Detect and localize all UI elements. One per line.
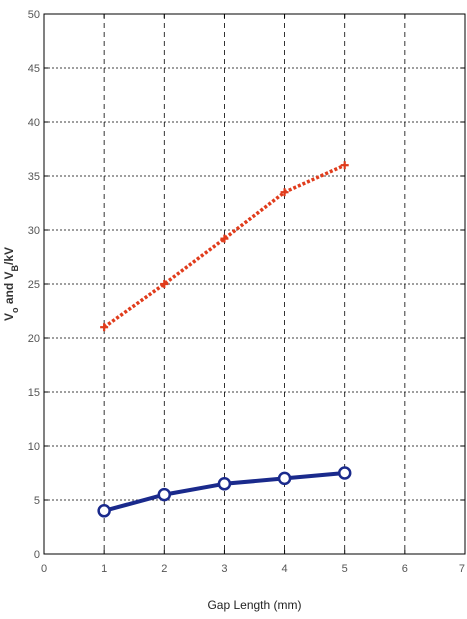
x-tick-label: 2 <box>161 563 167 575</box>
y-tick-label: 25 <box>28 279 40 291</box>
series-0-point <box>160 280 169 288</box>
y-tick-label: 15 <box>28 387 40 399</box>
series-0-point <box>220 234 229 243</box>
y-tick-label: 35 <box>28 171 40 183</box>
y-axis-label-part: /kV <box>2 247 16 265</box>
y-tick-label: 20 <box>28 333 40 345</box>
series-0-point <box>100 323 109 332</box>
y-tick-label: 0 <box>34 549 40 561</box>
y-tick-label: 40 <box>28 117 40 129</box>
x-tick-label: 0 <box>41 563 47 575</box>
x-axis-label: Gap Length (mm) <box>207 598 301 612</box>
series-layer <box>97 161 352 518</box>
y-tick-label: 5 <box>34 495 40 507</box>
y-axis-label: Vo and VB/kV <box>2 247 20 321</box>
series-1-point <box>97 504 111 518</box>
series-0-point <box>280 188 289 197</box>
x-tick-label: 6 <box>402 563 408 575</box>
series-1-point <box>337 466 352 480</box>
x-tick-label: 7 <box>459 563 465 575</box>
x-tick-label: 5 <box>342 563 348 575</box>
series-1-point <box>277 471 292 486</box>
y-tick-label: 10 <box>28 441 40 453</box>
y-tick-label: 45 <box>28 63 40 75</box>
y-axis-label-part: V <box>2 313 16 321</box>
series-0-line <box>103 163 346 329</box>
series-0-point <box>340 161 349 170</box>
y-axis-label-part: and V <box>2 271 16 307</box>
y-tick-label: 50 <box>28 9 40 21</box>
x-tick-label: 3 <box>221 563 227 575</box>
grid-layer <box>44 14 465 554</box>
y-tick-label: 30 <box>28 225 40 237</box>
series-1-point <box>217 477 232 491</box>
x-tick-label: 4 <box>282 563 288 575</box>
y-axis-label-subscript: o <box>10 307 20 313</box>
x-tick-label: 1 <box>101 563 107 575</box>
series-1-point <box>157 487 172 502</box>
y-axis-label-subscript: B <box>10 264 20 271</box>
